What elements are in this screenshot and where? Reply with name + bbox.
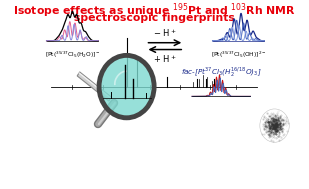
Text: Isotope effects as unique $^{195}$Pt and $^{103}$Rh NMR: Isotope effects as unique $^{195}$Pt and…	[13, 1, 295, 20]
Circle shape	[99, 55, 154, 118]
Text: $[$Pt($^{35/37}$Cl$_5$(OH)$]^{2-}$: $[$Pt($^{35/37}$Cl$_5$(OH)$]^{2-}$	[211, 50, 266, 60]
Text: spectroscopic fingerprints: spectroscopic fingerprints	[74, 13, 235, 23]
Text: $+$ H$^+$: $+$ H$^+$	[153, 53, 177, 65]
Text: $fac$-[Pt$^{37}$Cl$_3$(H$_2^{16/18}$O)$_3$]: $fac$-[Pt$^{37}$Cl$_3$(H$_2^{16/18}$O)$_…	[181, 65, 261, 79]
Polygon shape	[77, 72, 111, 101]
Text: $-$ H$^+$: $-$ H$^+$	[153, 27, 177, 39]
Text: $[$Pt($^{35/37}$Cl$_5$(H$_2$O)$]^-$: $[$Pt($^{35/37}$Cl$_5$(H$_2$O)$]^-$	[44, 50, 100, 60]
